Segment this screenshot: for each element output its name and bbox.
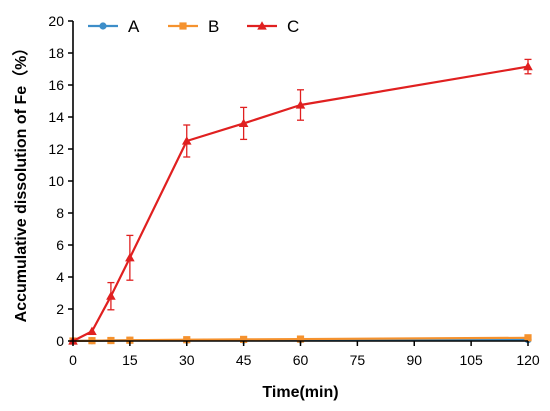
data-point [87,326,97,335]
y-tick-label: 2 [56,301,64,317]
data-point [523,61,533,71]
x-tick-label: 0 [69,352,77,368]
x-tick-label: 45 [236,352,252,368]
legend-marker [99,22,107,30]
y-tick-label: 14 [48,109,64,125]
y-axis-title: Accumulative dissolution of Fe（%） [12,40,30,323]
data-point [238,118,249,127]
x-tick-label: 60 [293,352,309,368]
data-point [106,291,116,300]
data-point [125,253,135,262]
legend-label: B [208,17,219,36]
x-tick-label: 105 [459,352,483,368]
series-line [72,65,529,342]
x-tick-label: 120 [516,352,540,368]
x-tick-label: 75 [350,352,366,368]
data-point [524,334,532,342]
y-ticks: 0 2 4 6 8 10 12 14 16 18 20 [48,13,73,349]
series-C [68,58,533,345]
legend-item-A: A [88,17,140,36]
axes [72,21,528,342]
legend-item-B: B [168,17,219,36]
y-tick-label: 10 [48,173,64,189]
data-point [295,100,306,109]
data-point [296,335,305,343]
y-tick-label: 4 [56,269,64,285]
legend-item-C: C [247,17,299,36]
legend-marker [179,22,187,30]
legend: A B C [88,17,299,36]
y-tick-label: 20 [48,13,64,29]
y-tick-label: 6 [56,237,64,253]
plot-area [68,58,533,345]
y-tick-label: 0 [56,333,64,349]
data-point [181,136,192,145]
y-tick-label: 18 [48,45,64,61]
y-tick-label: 12 [48,141,64,157]
x-ticks: 0 15 30 45 60 75 90 105 120 [69,341,540,368]
y-tick-label: 8 [56,205,64,221]
data-point [240,335,248,343]
x-axis-title: Time(min) [262,384,338,401]
x-tick-label: 15 [122,352,138,368]
legend-marker [257,21,267,30]
data-point [183,336,191,344]
legend-label: A [128,17,140,36]
x-tick-label: 30 [179,352,195,368]
y-tick-label: 16 [48,77,64,93]
x-tick-label: 90 [406,352,422,368]
legend-label: C [287,17,299,36]
